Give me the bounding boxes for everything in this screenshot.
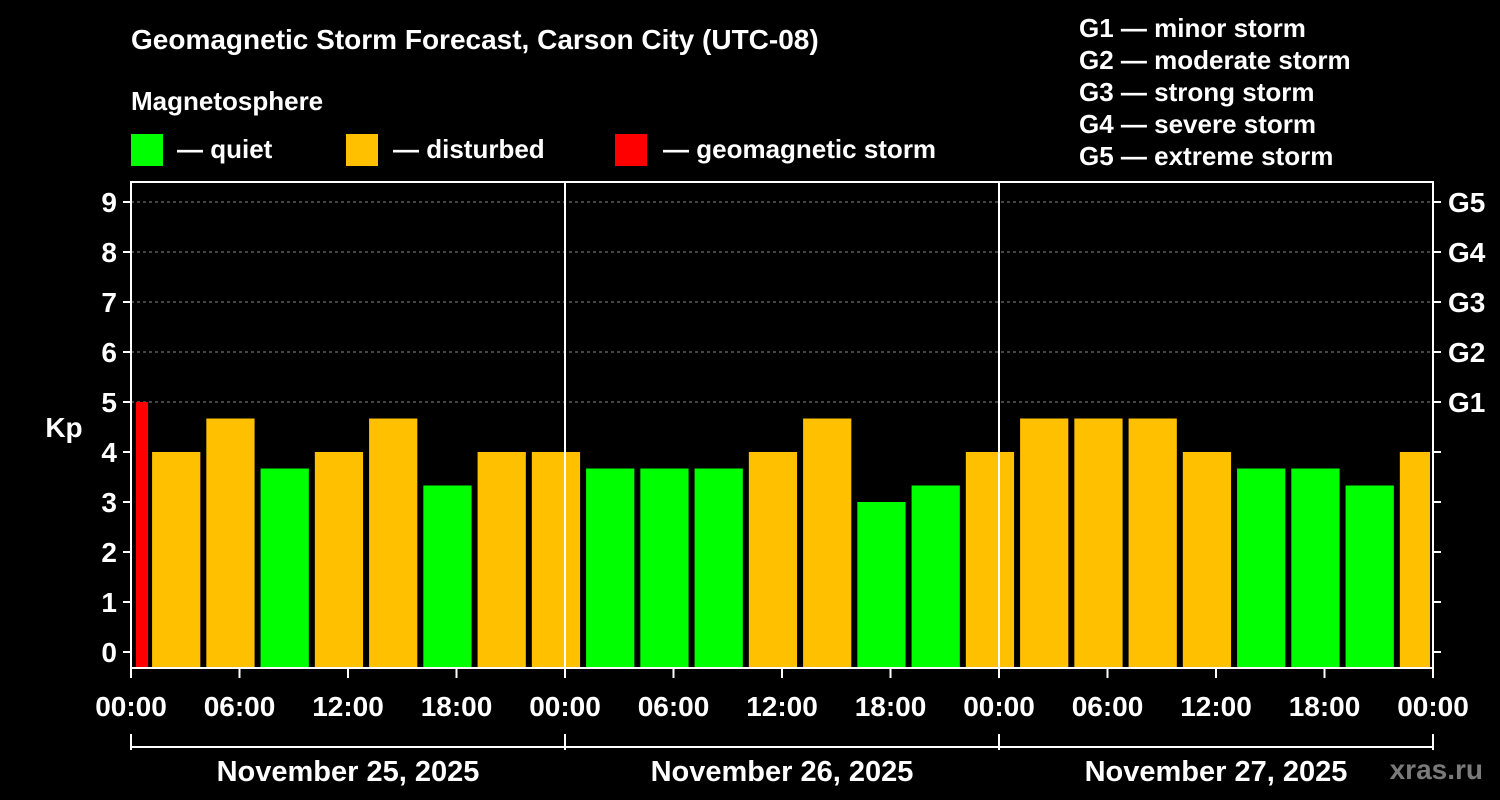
legend-heading: Magnetosphere <box>131 86 323 116</box>
bars <box>136 402 1430 668</box>
right-tick-label-g2: G2 <box>1448 337 1485 368</box>
kp-bar-8 <box>531 452 581 668</box>
x-tick-label-3: 18:00 <box>421 691 493 722</box>
kp-bar-23 <box>1345 485 1394 668</box>
x-tick-label-0: 00:00 <box>95 691 167 722</box>
scale-legend-g4: G4 — severe storm <box>1079 109 1316 139</box>
legend-swatch-quiet <box>131 134 163 166</box>
right-tick-label-g1: G1 <box>1448 387 1485 418</box>
x-tick-label-7: 18:00 <box>855 691 927 722</box>
legend-label-quiet: — quiet <box>177 134 273 164</box>
kp-bar-16 <box>965 452 1015 668</box>
kp-bar-13 <box>803 418 852 668</box>
kp-bar-14 <box>857 502 906 668</box>
x-tick-label-4: 00:00 <box>529 691 601 722</box>
x-tick-label-10: 12:00 <box>1180 691 1252 722</box>
kp-bar-15 <box>911 485 960 668</box>
chart-title: Geomagnetic Storm Forecast, Carson City … <box>131 24 819 55</box>
kp-bar-1 <box>152 452 201 668</box>
scale-legend-g5: G5 — extreme storm <box>1079 141 1333 171</box>
kp-bar-12 <box>748 452 798 668</box>
x-tick-label-9: 06:00 <box>1072 691 1144 722</box>
legend-label-disturbed: — disturbed <box>393 134 545 164</box>
kp-bar-2 <box>206 418 255 668</box>
legend-swatch-disturbed <box>346 134 378 166</box>
scale-legend-g2: G2 — moderate storm <box>1079 45 1351 75</box>
axes: 0 1 2 3 4 5 6 7 8 9 G1 G2 G3 G4 G5 00:00 06:00 12:00 18:00… <box>95 187 1486 788</box>
kp-bar-0 <box>136 402 149 668</box>
y-tick-label-8: 8 <box>101 237 117 268</box>
y-tick-label-6: 6 <box>101 337 117 368</box>
right-tick-label-g5: G5 <box>1448 187 1485 218</box>
legend-label-storm: — geomagnetic storm <box>663 134 936 164</box>
kp-bar-17 <box>1020 418 1069 668</box>
x-tick-label-2: 12:00 <box>312 691 384 722</box>
kp-bar-5 <box>369 418 418 668</box>
kp-bar-20 <box>1182 452 1232 668</box>
right-tick-label-g3: G3 <box>1448 287 1485 318</box>
y-tick-label-4: 4 <box>101 437 117 468</box>
y-tick-label-7: 7 <box>101 287 117 318</box>
day-label-0: November 25, 2025 <box>217 756 480 788</box>
x-tick-label-6: 12:00 <box>746 691 818 722</box>
y-tick-label-5: 5 <box>101 387 117 418</box>
scale-legend-g1: G1 — minor storm <box>1079 13 1306 43</box>
right-tick-label-g4: G4 <box>1448 237 1486 268</box>
kp-bar-19 <box>1128 418 1177 668</box>
kp-bar-9 <box>586 468 635 668</box>
kp-bar-7 <box>477 452 526 668</box>
x-tick-label-12: 00:00 <box>1397 691 1469 722</box>
y-tick-label-2: 2 <box>101 537 117 568</box>
scale-legend-g3: G3 — strong storm <box>1079 77 1314 107</box>
x-tick-label-1: 06:00 <box>204 691 276 722</box>
day-label-1: November 26, 2025 <box>651 756 914 788</box>
y-tick-label-0: 0 <box>101 637 117 668</box>
x-tick-label-8: 00:00 <box>963 691 1035 722</box>
kp-bar-11 <box>694 468 743 668</box>
day-label-2: November 27, 2025 <box>1085 756 1348 788</box>
kp-bar-4 <box>314 452 364 668</box>
kp-bar-21 <box>1237 468 1286 668</box>
kp-bar-22 <box>1291 468 1340 668</box>
kp-bar-6 <box>423 485 472 668</box>
legend-swatch-storm <box>615 134 647 166</box>
kp-bar-3 <box>260 468 309 668</box>
x-tick-label-11: 18:00 <box>1289 691 1361 722</box>
x-tick-label-5: 06:00 <box>638 691 710 722</box>
y-tick-label-9: 9 <box>101 187 117 218</box>
y-tick-label-3: 3 <box>101 487 117 518</box>
watermark: xras.ru <box>1390 754 1483 785</box>
y-tick-label-1: 1 <box>101 587 117 618</box>
y-axis-label: Kp <box>45 412 82 443</box>
kp-bar-18 <box>1074 418 1123 668</box>
kp-bar-10 <box>640 468 689 668</box>
grid-lines <box>131 201 1433 403</box>
kp-bar-24 <box>1399 452 1430 668</box>
